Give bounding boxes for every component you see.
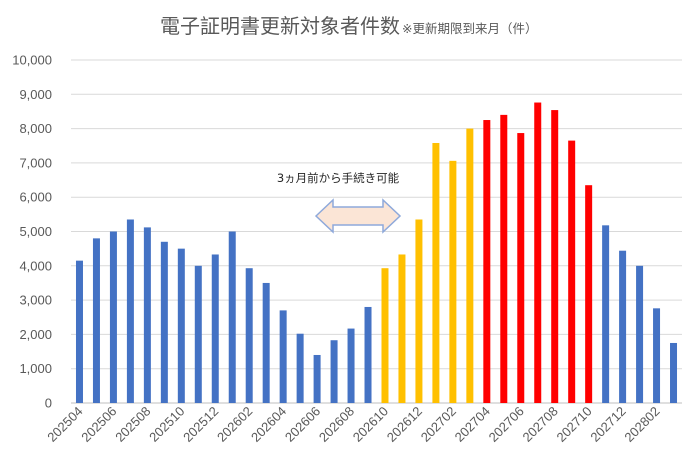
x-tick-label: 202802	[621, 404, 662, 445]
chart-subtitle: ※更新期限到来月（件）	[402, 21, 537, 36]
x-tick-label: 202606	[282, 404, 323, 445]
bar-202603	[262, 282, 270, 403]
y-tick-label: 6,000	[19, 190, 52, 205]
chart-title: 電子証明書更新対象者件数	[160, 14, 400, 38]
bar-202512	[211, 254, 219, 403]
double-arrow	[314, 198, 402, 234]
x-tick-label: 202512	[180, 404, 221, 445]
y-tick-label: 1,000	[19, 361, 52, 376]
x-tick-label: 202710	[553, 404, 594, 445]
bar-202704	[483, 120, 491, 404]
x-tick-label: 202612	[384, 404, 425, 445]
bar-202602	[245, 268, 253, 403]
bar-202705	[500, 114, 508, 403]
y-tick-label: 9,000	[19, 87, 52, 102]
bar-202707	[534, 102, 542, 404]
x-tick-label: 202510	[146, 404, 187, 445]
x-tick-label: 202708	[520, 404, 561, 445]
y-tick-label: 10,000	[12, 53, 52, 68]
bar-202506	[109, 231, 117, 403]
y-tick-label: 7,000	[19, 155, 52, 170]
bar-202710	[585, 185, 593, 403]
gridlines	[71, 59, 682, 404]
x-tick-label: 202702	[418, 404, 459, 445]
bars	[75, 102, 678, 404]
bar-202611	[398, 254, 406, 403]
bar-202504	[75, 260, 83, 403]
bar-202609	[364, 306, 372, 403]
bar-202708	[551, 110, 559, 403]
y-tick-label: 3,000	[19, 293, 52, 308]
x-tick-label: 202602	[214, 404, 255, 445]
bar-202508	[143, 227, 151, 403]
annotation: 3ヵ月前から手続き可能	[277, 171, 402, 234]
y-tick-label: 2,000	[19, 327, 52, 342]
x-axis-ticks: 2025042025062025082025102025122026022026…	[44, 404, 662, 445]
bar-202601	[228, 231, 236, 403]
y-tick-label: 4,000	[19, 258, 52, 273]
bar-202711	[602, 225, 610, 403]
bar-202510	[177, 248, 185, 403]
bar-202507	[126, 219, 134, 403]
bar-202703	[466, 128, 474, 403]
x-tick-label: 202608	[316, 404, 357, 445]
bar-202801	[636, 265, 644, 403]
bar-202608	[347, 328, 355, 403]
y-axis-ticks: 0 1,000 2,000 3,000 4,000 5,000 6,000 7,000 8,00…	[12, 53, 52, 411]
bar-202505	[92, 238, 100, 403]
bar-202511	[194, 265, 202, 403]
bar-202706	[517, 133, 525, 403]
x-tick-label: 202506	[78, 404, 119, 445]
x-tick-label: 202508	[112, 404, 153, 445]
x-tick-label: 202706	[486, 404, 527, 445]
x-tick-label: 202712	[587, 404, 628, 445]
bar-202509	[160, 241, 168, 403]
y-tick-label: 5,000	[19, 224, 52, 239]
bar-202709	[568, 140, 576, 404]
bar-202803	[670, 342, 678, 403]
annotation-text: 3ヵ月前から手続き可能	[277, 171, 400, 185]
x-tick-label: 202610	[350, 404, 391, 445]
bar-202610	[381, 268, 389, 403]
bar-202605	[296, 333, 304, 403]
y-tick-label: 8,000	[19, 121, 52, 136]
x-tick-label: 202604	[248, 404, 289, 445]
bar-202606	[313, 354, 321, 403]
bar-202712	[619, 250, 627, 403]
bar-202612	[415, 219, 423, 403]
bar-202701	[432, 143, 440, 404]
y-tick-label: 0	[45, 396, 52, 411]
bar-202604	[279, 310, 287, 403]
bar-202607	[330, 340, 338, 403]
bar-202702	[449, 160, 457, 403]
x-tick-label: 202704	[452, 404, 493, 445]
bar-202802	[653, 308, 661, 403]
